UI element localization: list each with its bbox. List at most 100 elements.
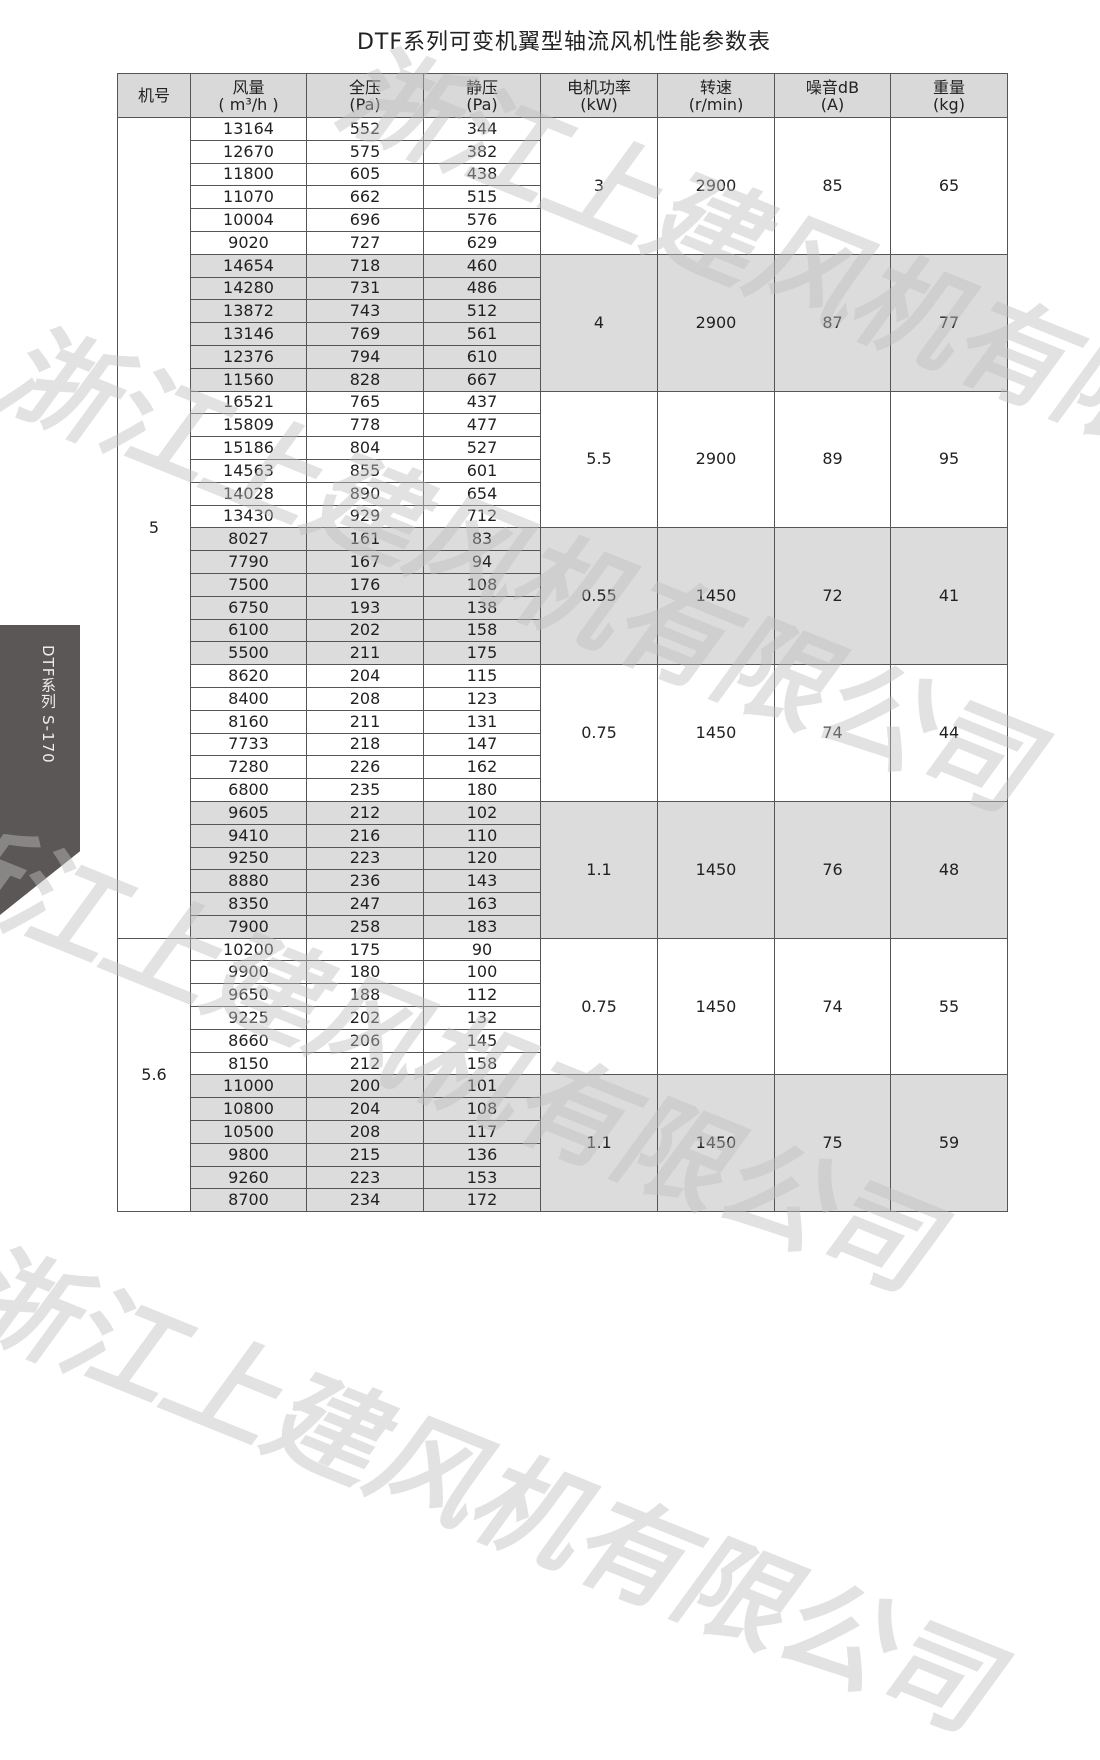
table-row: 9250 223 120 <box>118 846 1008 871</box>
header-text: 电机功率 <box>566 77 631 97</box>
table-row: 6750 193 138 <box>118 595 1008 620</box>
total-pressure-cell: 188 <box>306 983 424 1008</box>
static-pressure-cell: 158 <box>423 1051 541 1076</box>
table-row: 9605 212 102 1.1 1450 76 48 <box>118 800 1008 939</box>
header-text: 机号 <box>137 86 170 105</box>
airflow-cell: 11000 <box>190 1074 307 1099</box>
noise-cell: 76 <box>774 800 891 939</box>
table-row: 13430 929 712 <box>118 504 1008 529</box>
total-pressure-cell: 176 <box>306 572 424 597</box>
side-tab-label: DTF系列 S-170 <box>39 645 57 764</box>
static-pressure-cell: 512 <box>423 299 541 324</box>
header-text: (A) <box>820 94 845 114</box>
airflow-cell: 9225 <box>190 1006 307 1030</box>
total-pressure-cell: 208 <box>306 686 424 711</box>
header-text: (kW) <box>580 94 618 114</box>
motor-power-cell: 0.75 <box>540 937 658 1076</box>
airflow-cell: 10004 <box>190 208 307 232</box>
static-pressure-cell: 131 <box>423 709 541 734</box>
total-pressure-cell: 212 <box>306 800 424 825</box>
table-row: 7733 218 147 <box>118 732 1008 757</box>
total-pressure-cell: 794 <box>306 344 424 369</box>
speed-cell: 1450 <box>657 1074 775 1213</box>
airflow-cell: 12376 <box>190 344 307 369</box>
total-pressure-cell: 204 <box>306 1097 424 1122</box>
airflow-cell: 5500 <box>190 641 307 666</box>
total-pressure-cell: 211 <box>306 709 424 734</box>
noise-cell: 75 <box>774 1074 891 1213</box>
table-row: 7500 176 108 <box>118 572 1008 597</box>
total-pressure-cell: 727 <box>306 230 424 255</box>
table-row: 9900 180 100 <box>118 960 1008 985</box>
total-pressure-cell: 828 <box>306 367 424 392</box>
total-pressure-cell: 200 <box>306 1074 424 1099</box>
watermark: 浙江上建风机有限公司 <box>0 1224 1011 1755</box>
header-text: ( m³/h ) <box>218 94 279 114</box>
noise-cell: 74 <box>774 937 891 1076</box>
static-pressure-cell: 629 <box>423 230 541 255</box>
table-row: 10500 208 117 <box>118 1120 1008 1144</box>
airflow-cell: 9250 <box>190 846 307 871</box>
airflow-cell: 15186 <box>190 436 307 460</box>
static-pressure-cell: 117 <box>423 1120 541 1144</box>
table-row: 5 13164 552 344 3 2900 85 65 <box>117 117 1008 939</box>
airflow-cell: 13872 <box>190 299 307 324</box>
side-tab: DTF系列 S-170 <box>0 625 80 915</box>
total-pressure-cell: 235 <box>306 778 424 802</box>
total-pressure-cell: 731 <box>306 276 424 301</box>
motor-power-cell: 1.1 <box>540 800 658 939</box>
total-pressure-cell: 202 <box>306 1006 424 1030</box>
header-text: 风量 <box>232 77 265 97</box>
airflow-cell: 14563 <box>190 458 307 483</box>
static-pressure-cell: 147 <box>423 732 541 757</box>
total-pressure-cell: 769 <box>306 322 424 346</box>
static-pressure-cell: 460 <box>423 253 541 278</box>
airflow-cell: 8160 <box>190 709 307 734</box>
static-pressure-cell: 112 <box>423 983 541 1008</box>
airflow-cell: 8350 <box>190 892 307 916</box>
total-pressure-cell: 206 <box>306 1028 424 1053</box>
total-pressure-cell: 215 <box>306 1142 424 1167</box>
static-pressure-cell: 100 <box>423 960 541 985</box>
airflow-cell: 7280 <box>190 755 307 780</box>
static-pressure-cell: 344 <box>423 117 541 141</box>
speed-cell: 1450 <box>657 800 775 939</box>
airflow-cell: 9410 <box>190 823 307 848</box>
motor-power-cell: 3 <box>540 117 658 255</box>
table-row: 7900 258 183 <box>118 914 1008 939</box>
total-pressure-cell: 743 <box>306 299 424 324</box>
airflow-cell: 8027 <box>190 527 307 552</box>
airflow-cell: 14028 <box>190 481 307 506</box>
header-text: 噪音dB <box>805 77 860 97</box>
total-pressure-cell: 212 <box>306 1051 424 1076</box>
airflow-cell: 6750 <box>190 595 307 620</box>
column-header-motor-power: 电机功率 (kW) <box>540 73 658 118</box>
airflow-cell: 7500 <box>190 572 307 597</box>
airflow-cell: 13164 <box>190 117 307 141</box>
static-pressure-cell: 163 <box>423 892 541 916</box>
speed-cell: 2900 <box>657 253 775 392</box>
total-pressure-cell: 804 <box>306 436 424 460</box>
airflow-cell: 15809 <box>190 413 307 438</box>
static-pressure-cell: 382 <box>423 139 541 164</box>
header-text: 转速 <box>699 77 732 97</box>
total-pressure-cell: 193 <box>306 595 424 620</box>
airflow-cell: 8150 <box>190 1051 307 1076</box>
airflow-cell: 8400 <box>190 686 307 711</box>
machine-number-cell: 5.6 <box>117 937 191 1213</box>
airflow-cell: 14654 <box>190 253 307 278</box>
table-row: 8880 236 143 <box>118 869 1008 894</box>
speed-cell: 2900 <box>657 117 775 255</box>
noise-cell: 74 <box>774 664 891 802</box>
static-pressure-cell: 110 <box>423 823 541 848</box>
table-row: 16521 765 437 5.5 2900 89 95 <box>118 390 1008 529</box>
static-pressure-cell: 576 <box>423 208 541 232</box>
static-pressure-cell: 83 <box>423 527 541 552</box>
table-row: 8620 204 115 0.75 1450 74 44 <box>118 664 1008 802</box>
column-header-weight: 重量 (kg) <box>890 73 1008 118</box>
total-pressure-cell: 180 <box>306 960 424 985</box>
page-title: DTF系列可变机翼型轴流风机性能参数表 <box>356 30 772 55</box>
airflow-cell: 9020 <box>190 230 307 255</box>
airflow-cell: 13430 <box>190 504 307 529</box>
total-pressure-cell: 247 <box>306 892 424 916</box>
